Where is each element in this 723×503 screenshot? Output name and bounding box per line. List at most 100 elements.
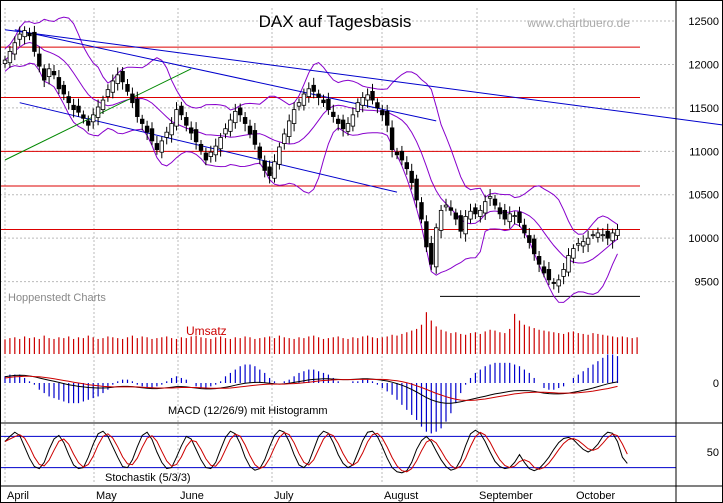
- candle-body: [252, 130, 258, 145]
- candle-body: [375, 102, 380, 109]
- candle-body: [164, 131, 169, 138]
- candle-body: [291, 109, 297, 124]
- candle-body: [610, 232, 615, 242]
- candle-body: [311, 84, 316, 92]
- price-tick-label: 10000: [688, 233, 719, 245]
- candle-body: [458, 215, 463, 232]
- candle-body: [380, 110, 385, 116]
- candle-body: [429, 242, 434, 265]
- candle-body: [237, 107, 243, 116]
- price-tick-label: 12500: [688, 16, 719, 28]
- candle-body: [316, 93, 321, 98]
- candle-body: [233, 110, 238, 124]
- candle-body: [350, 114, 356, 127]
- candle-body: [561, 269, 566, 277]
- volume-label: Umsatz: [186, 324, 227, 338]
- candle-body: [365, 94, 370, 101]
- candle-body: [193, 129, 199, 143]
- candle-body: [130, 93, 135, 104]
- candle-body: [384, 110, 390, 126]
- candle-body: [399, 150, 405, 161]
- candle-body: [149, 128, 155, 142]
- candle-body: [218, 137, 223, 150]
- watermark: www.chartbuero.de: [526, 16, 630, 30]
- trendline: [14, 29, 437, 122]
- candle-body: [497, 207, 503, 215]
- candle-body: [321, 99, 326, 104]
- stochastic-label: Stochastik (5/3/3): [105, 472, 191, 484]
- candle-body: [556, 279, 561, 287]
- candle-body: [228, 119, 233, 132]
- month-tick-label: August: [384, 490, 418, 502]
- volume-bars: [4, 312, 638, 354]
- candle-body: [17, 33, 22, 40]
- candle-body: [144, 125, 150, 133]
- candle-body: [223, 128, 228, 135]
- candle-body: [257, 146, 262, 159]
- candle-body: [42, 68, 47, 81]
- candle-body: [7, 51, 13, 64]
- macd-label: MACD (12/26/9) mit Histogramm: [168, 405, 328, 417]
- price-tick-label: 11000: [689, 146, 719, 158]
- candle-body: [71, 104, 76, 111]
- candle-body: [532, 238, 537, 255]
- candle-body: [600, 234, 605, 237]
- candle-body: [360, 97, 365, 106]
- candle-body: [46, 68, 52, 78]
- candle-body: [208, 151, 213, 157]
- candle-body: [286, 120, 292, 137]
- candle-body: [301, 93, 307, 106]
- candle-body: [507, 213, 512, 223]
- candle-body: [433, 227, 439, 268]
- macd-signal-line: [4, 375, 618, 401]
- candle-body: [468, 210, 473, 220]
- candle-body: [2, 59, 8, 64]
- candle-body: [551, 282, 556, 284]
- candle-body: [527, 235, 532, 243]
- candle-body: [159, 140, 164, 153]
- stochastic-d-line: [4, 431, 628, 473]
- candle-body: [517, 211, 522, 223]
- candle-body: [66, 96, 71, 104]
- candle-body: [409, 170, 414, 183]
- candle-body: [492, 198, 498, 206]
- candle-body: [188, 127, 194, 134]
- candle-body: [424, 221, 429, 248]
- candle-body: [473, 207, 478, 215]
- candle-body: [541, 266, 547, 274]
- candle-body: [546, 269, 552, 281]
- candle-body: [355, 102, 360, 112]
- candle-body: [448, 207, 454, 211]
- stochastic-tick-label: 50: [707, 447, 719, 459]
- candle-body: [174, 109, 179, 127]
- candle-body: [37, 53, 42, 67]
- candle-body: [453, 212, 458, 220]
- month-tick-label: October: [576, 490, 615, 502]
- candle-body: [522, 224, 527, 234]
- month-tick-label: April: [7, 490, 29, 502]
- candle-body: [100, 99, 106, 111]
- candle-body: [120, 71, 125, 83]
- candle-body: [605, 230, 610, 239]
- candle-body: [326, 98, 331, 111]
- candle-body: [590, 234, 596, 237]
- candle-body: [482, 201, 488, 214]
- candle-body: [51, 71, 57, 76]
- trendline: [4, 29, 723, 126]
- candle-body: [394, 151, 400, 156]
- candle-body: [262, 160, 267, 171]
- candle-body: [115, 74, 120, 84]
- candle-body: [502, 209, 507, 220]
- candle-body: [169, 123, 174, 136]
- candle-body: [585, 237, 591, 245]
- candle-body: [306, 88, 311, 97]
- candle-body: [56, 77, 62, 90]
- candle-body: [125, 84, 130, 92]
- candle-body: [76, 105, 81, 113]
- candle-body: [12, 42, 17, 55]
- candle-body: [267, 166, 272, 177]
- stochastic-k-line: [4, 429, 628, 474]
- candle-body: [615, 229, 620, 236]
